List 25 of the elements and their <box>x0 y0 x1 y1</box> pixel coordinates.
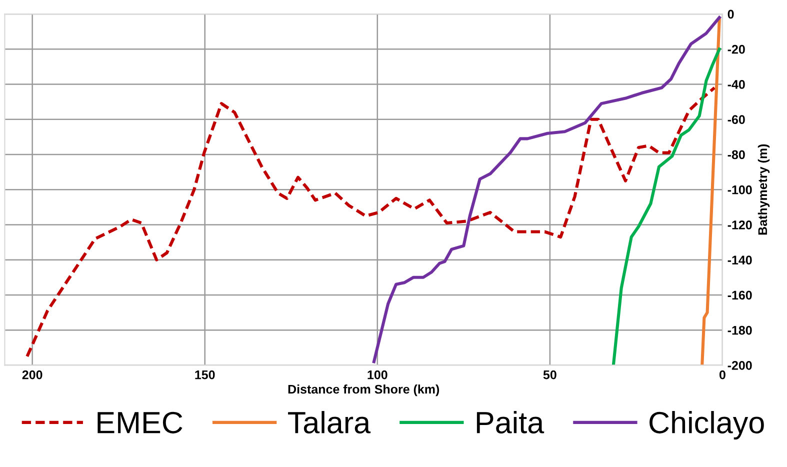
y-tick-label: -40 <box>728 80 745 89</box>
y-tick-label: -100 <box>728 185 752 194</box>
y-tick-label: -140 <box>728 256 752 264</box>
y-tick-label: -60 <box>728 115 745 124</box>
legend-label: Paita <box>476 411 544 434</box>
x-tick-label: 0 <box>719 370 726 380</box>
y-tick-label: 0 <box>728 10 734 19</box>
x-tick-label: 200 <box>22 370 42 380</box>
y-tick-label: -80 <box>728 150 745 160</box>
x-axis-title: Distance from Shore (km) <box>288 384 440 396</box>
y-tick-label: -120 <box>728 220 752 230</box>
legend-label: Chiclayo <box>650 411 764 440</box>
y-tick-label: -160 <box>728 290 752 300</box>
line-series <box>612 48 721 366</box>
y-axis-title: Bathymetry (m) <box>758 144 770 235</box>
line-series <box>700 18 721 366</box>
x-tick-label: 100 <box>368 370 388 380</box>
y-tick-label: -20 <box>728 44 745 54</box>
x-tick-label: 50 <box>543 370 556 380</box>
legend-label: EMEC <box>98 412 182 434</box>
legend-label: Talara <box>288 411 371 434</box>
x-tick-label: 150 <box>195 370 215 380</box>
y-tick-label: -180 <box>728 326 752 335</box>
y-tick-label: -200 <box>728 360 752 370</box>
line-series <box>26 86 716 358</box>
